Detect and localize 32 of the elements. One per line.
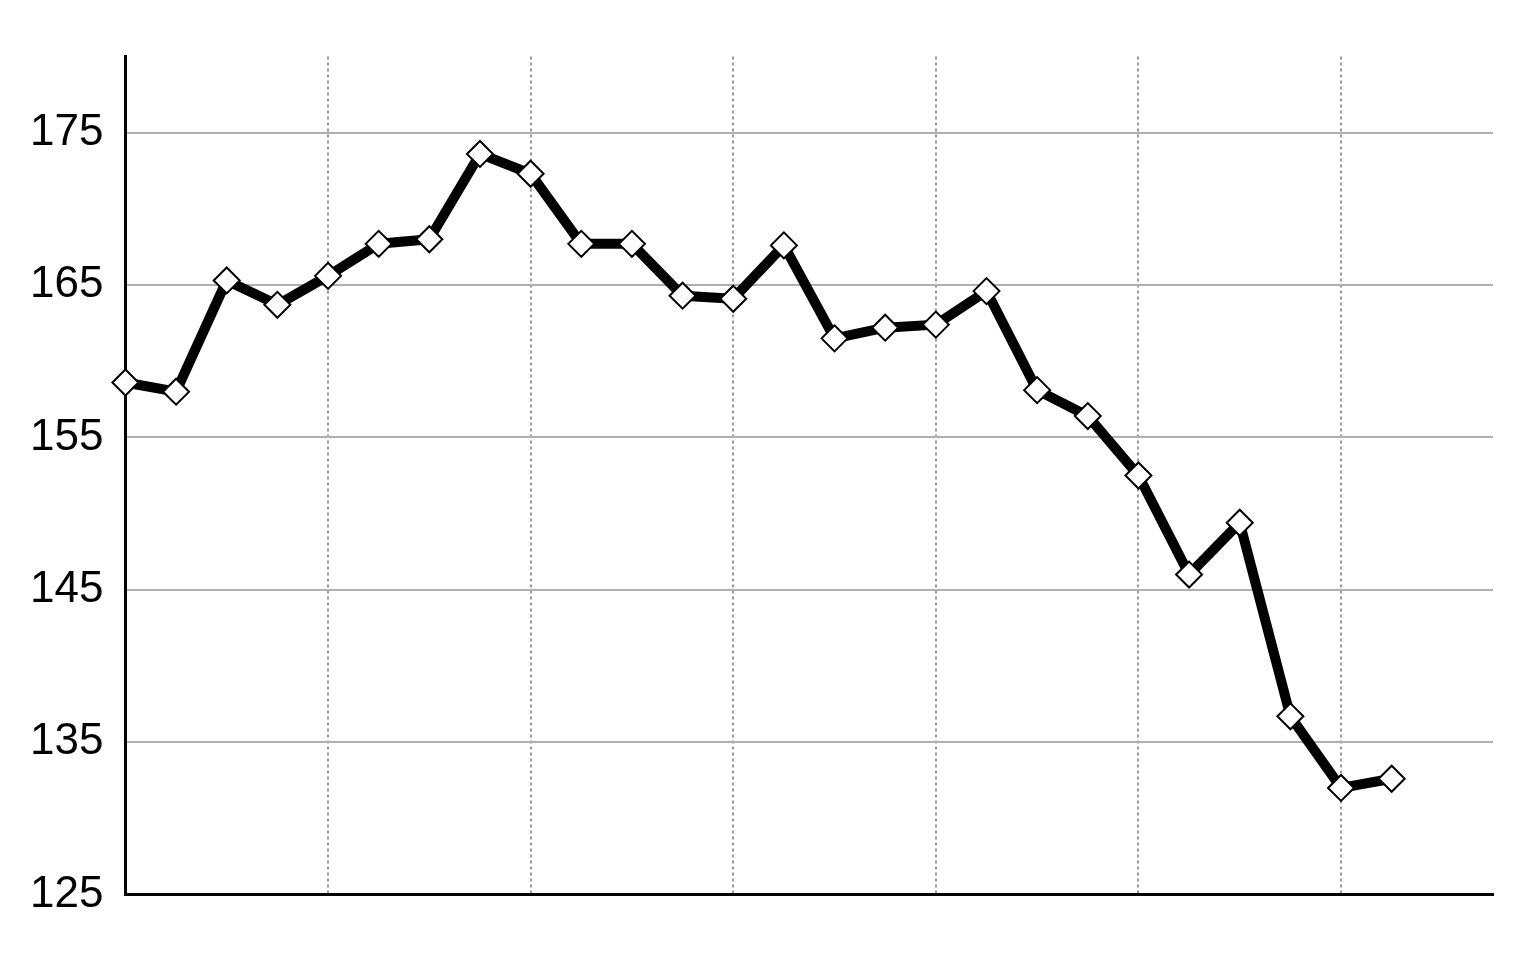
point	[162, 377, 191, 406]
y-tick-label: 145	[29, 561, 104, 611]
y-tick-label: 125	[29, 866, 104, 916]
point	[516, 159, 545, 188]
point	[465, 139, 494, 168]
y-tick-label: 165	[29, 257, 104, 307]
point	[668, 281, 697, 310]
y-tick-label: 135	[29, 714, 104, 764]
point	[1023, 376, 1052, 405]
point	[769, 231, 798, 260]
point	[972, 277, 1001, 306]
point	[1175, 560, 1204, 589]
point	[617, 229, 646, 258]
point	[871, 313, 900, 342]
y-tick-label: 175	[29, 104, 104, 154]
point	[1225, 508, 1254, 537]
point	[719, 284, 748, 313]
point	[1073, 402, 1102, 431]
point	[820, 324, 849, 353]
y-tick-label: 155	[29, 409, 104, 459]
point	[567, 229, 596, 258]
point	[1327, 773, 1356, 802]
point	[364, 229, 393, 258]
point	[314, 261, 343, 290]
point	[1276, 702, 1305, 731]
point	[263, 290, 292, 319]
point	[1124, 461, 1153, 490]
point	[921, 310, 950, 339]
point	[415, 225, 444, 254]
point	[111, 368, 140, 397]
point	[1377, 764, 1406, 793]
point	[212, 266, 241, 295]
